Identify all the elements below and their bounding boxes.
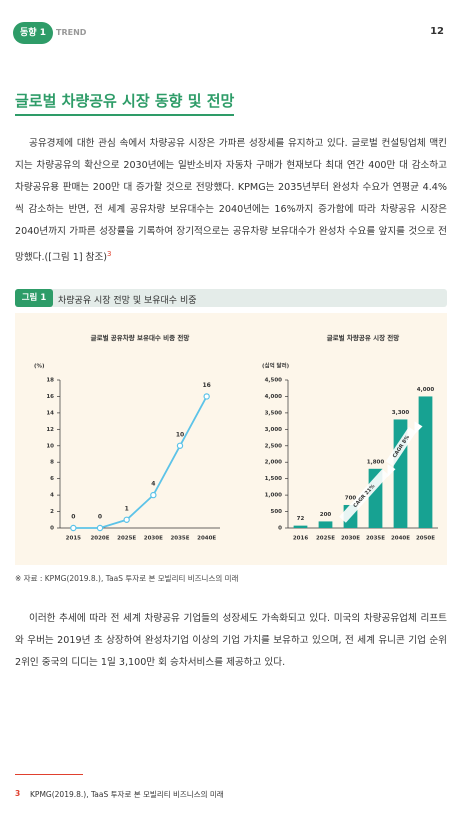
line xyxy=(73,396,208,529)
figure-bar xyxy=(15,289,447,307)
x-tick-label: 2016 xyxy=(293,536,308,542)
y-tick-label: 6 xyxy=(50,476,54,482)
y-unit: (%) xyxy=(34,364,45,370)
x-tick-label: 2050E xyxy=(416,536,435,542)
y-tick-label: 2,000 xyxy=(265,460,283,466)
title: 글로벌 차량공유 시장 동향 및 전망 xyxy=(15,90,235,116)
y-tick-label: 16 xyxy=(46,394,54,400)
y-tick-label: 0 xyxy=(50,526,54,532)
marker xyxy=(123,516,130,523)
footnote-number: 3 xyxy=(15,789,21,798)
cagr-arrow-head xyxy=(414,421,423,435)
bar xyxy=(318,521,333,528)
y-tick-label: 2,500 xyxy=(265,443,283,449)
data-label: 3,300 xyxy=(392,410,410,416)
marker xyxy=(150,491,157,499)
x-tick-label: 2035E xyxy=(170,536,189,542)
footnote-text: KPMG(2019.8.), TaaS 투자로 본 모빌리티 비즈니스의 미래 xyxy=(30,790,224,799)
cagr-arrow-head xyxy=(387,464,396,478)
y-unit: (십억 달러) xyxy=(262,362,290,370)
data-label: 200 xyxy=(320,512,332,518)
y-tick-label: 12 xyxy=(46,427,54,433)
footnote-rule xyxy=(15,774,83,775)
chart-title: 글로벌 공유차량 보유대수 비중 전망 xyxy=(91,333,190,342)
marker xyxy=(96,524,104,532)
bar xyxy=(418,396,433,528)
bar xyxy=(293,525,308,528)
y-tick-label: 1,500 xyxy=(265,476,283,482)
data-label: 16 xyxy=(202,382,210,389)
x-tick-label: 2040E xyxy=(197,536,216,542)
y-tick-label: 2 xyxy=(50,509,54,515)
y-tick-label: 3,500 xyxy=(265,410,283,416)
x-tick-label: 2025E xyxy=(117,536,136,542)
data-label: 1,800 xyxy=(367,459,385,465)
paragraph: 이러한 추세에 따라 전 세계 차량공유 기업들의 성장세도 가속화되고 있다.… xyxy=(15,613,447,668)
data-label: 0 xyxy=(98,514,102,521)
cagr-arrow xyxy=(385,426,417,467)
y-tick-label: 14 xyxy=(46,410,54,416)
figure-label: 그림 1 xyxy=(15,289,53,307)
y-tick-label: 8 xyxy=(50,460,54,466)
y-tick-label: 18 xyxy=(46,378,54,384)
data-label: 4 xyxy=(151,481,155,488)
y-tick-label: 500 xyxy=(271,509,283,515)
section-badge: 동향 1 xyxy=(13,22,53,44)
footnote-ref: 3 xyxy=(107,250,112,258)
data-label: 10 xyxy=(176,431,184,438)
marker xyxy=(70,524,77,532)
y-tick-label: 4 xyxy=(50,493,54,499)
page-number: 12 xyxy=(430,26,444,37)
data-label: 1 xyxy=(125,505,129,512)
data-label: 0 xyxy=(71,514,75,521)
marker xyxy=(203,393,210,400)
y-tick-label: 4,500 xyxy=(265,378,283,384)
cagr-arrow xyxy=(339,469,389,523)
x-tick-label: 2030E xyxy=(144,536,163,542)
x-tick-label: 2020E xyxy=(90,536,109,542)
x-tick-label: 2035E xyxy=(366,536,385,542)
data-label: 4,000 xyxy=(417,387,435,393)
y-tick-label: 0 xyxy=(278,526,282,532)
data-label: 700 xyxy=(345,495,357,501)
y-tick-label: 10 xyxy=(46,443,54,449)
section-name: TREND xyxy=(56,28,87,37)
chart: 글로벌 공유차량 보유대수 비중 전망(%)024681012141618201… xyxy=(34,333,220,542)
x-tick-label: 2040E xyxy=(391,536,410,542)
marker xyxy=(176,442,184,449)
chart: 글로벌 차량공유 시장 전망 (십억 달러) 0 500 1,000 1,500 2,000… xyxy=(262,333,438,542)
figure-caption: 차량공유 시장 전망 및 보유대수 비중 xyxy=(58,296,197,306)
paragraph: 공유경제에 대한 관심 속에서 차량공유 시장은 가파른 성장세를 유지하고 있… xyxy=(15,133,447,269)
y-tick-label: 3,000 xyxy=(265,427,283,433)
x-tick-label: 2025E xyxy=(316,536,335,542)
x-tick-label: 2015 xyxy=(66,536,81,542)
data-label: 72 xyxy=(297,516,305,522)
y-tick-label: 1,000 xyxy=(265,493,283,499)
source: ※ 자료 : KPMG(2019.8.), TaaS 투자로 본 모빌리티 비즈… xyxy=(15,574,239,583)
chart-title: 글로벌 차량공유 시장 전망 xyxy=(327,333,400,342)
x-tick-label: 2030E xyxy=(341,536,360,542)
paragraph-text: 공유경제에 대한 관심 속에서 차량공유 시장은 가파른 성장세를 유지하고 있… xyxy=(15,138,447,264)
y-tick-label: 4,000 xyxy=(265,394,283,400)
